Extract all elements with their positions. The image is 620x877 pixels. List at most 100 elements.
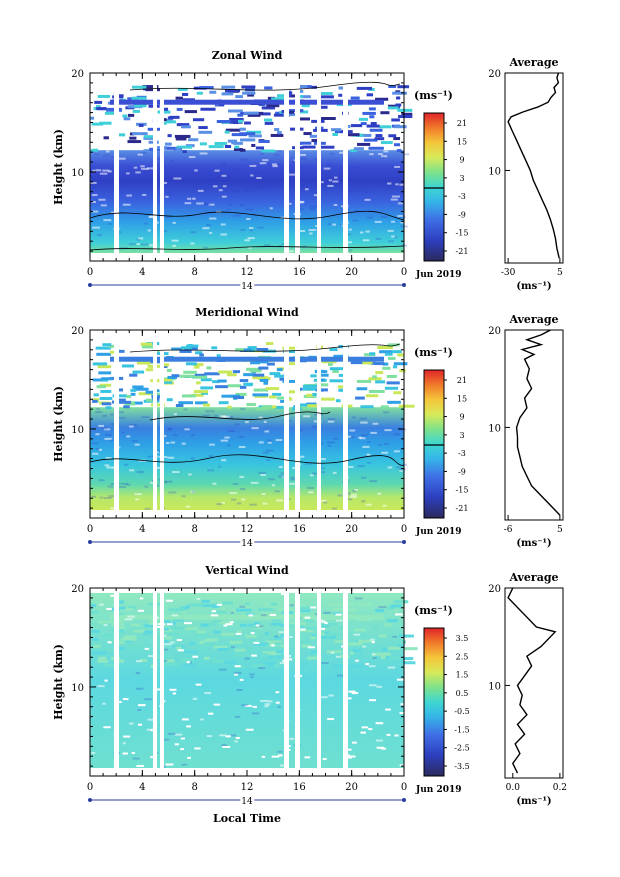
heatmap-speckle [300,157,307,160]
heatmap-speckle [264,703,271,706]
heatmap-speckle [271,484,276,487]
heatmap-cell [369,389,385,393]
heatmap-speckle [232,482,239,485]
heatmap-cell [178,401,194,405]
heatmap-cell [103,663,117,667]
heatmap-speckle [260,473,267,476]
x-tick-label: 4 [139,267,145,278]
heatmap-speckle [222,745,231,748]
data-gap [160,73,164,261]
heatmap-cell [194,633,209,637]
heatmap-speckle [234,671,242,674]
heatmap-cell [273,113,290,117]
heatmap-speckle [195,683,202,686]
heatmap-cell [387,343,400,347]
colorbar-tick-label: 15 [457,394,467,403]
heatmap-speckle [272,165,278,168]
heatmap-speckle [120,247,128,250]
day-label: 14 [241,539,253,549]
x-tick-label: 4 [139,782,145,793]
heatmap-speckle [206,224,212,227]
heatmap-speckle [298,166,306,169]
heatmap-field [90,588,418,776]
heatmap-cell [234,145,240,149]
heatmap-cell [301,104,310,108]
profile-line [507,587,557,774]
heatmap-cell [351,649,362,653]
heatmap-cell [355,396,365,400]
heatmap-speckle [186,725,192,728]
heatmap-speckle [208,712,214,715]
heatmap-cell [211,346,218,350]
heatmap-cell [227,139,238,143]
heatmap-speckle [165,599,173,602]
heatmap-speckle [276,499,284,502]
heatmap-speckle [369,684,377,687]
heatmap-speckle [327,184,334,187]
heatmap-speckle [122,203,131,206]
heatmap-speckle [99,172,108,175]
heatmap-cell [387,356,396,360]
heatmap-cell [128,401,143,405]
heatmap-speckle [288,737,295,740]
heatmap-speckle [304,616,311,619]
heatmap-cell [386,606,395,610]
heatmap-cell [239,127,246,131]
panel-3: Vertical Wind 10 20 Height (km) 0 4 8 12 16 20 0 14… [52,564,567,825]
heatmap-cell [298,85,308,89]
heatmap-speckle [138,237,144,240]
profile-y-tick-label: 20 [488,69,501,80]
heatmap-cell [273,636,282,640]
heatmap-speckle [116,411,125,414]
x-tick-label: 8 [191,524,197,535]
heatmap-cell [253,622,260,626]
heatmap-cell [378,634,387,638]
heatmap-cell [132,629,145,633]
heatmap-speckle [250,481,259,484]
heatmap-speckle [391,195,400,198]
heatmap-cell [186,344,199,348]
heatmap-cell [242,91,256,95]
heatmap-speckle [226,208,231,211]
heatmap-speckle [106,607,112,610]
heatmap-speckle [364,198,371,201]
heatmap-cell [237,630,242,634]
heatmap-cell [247,346,257,350]
heatmap-cell [357,603,373,607]
heatmap-speckle [141,416,150,419]
heatmap-speckle [229,492,237,495]
heatmap-speckle [239,488,246,491]
profile-x-tick-label: -30 [501,268,516,278]
heatmap-speckle [110,439,114,442]
heatmap-speckle [139,597,144,600]
heatmap-band [110,356,384,362]
heatmap-speckle [375,722,384,725]
heatmap-speckle [240,158,248,161]
heatmap-cell [276,131,282,135]
heatmap-speckle [92,452,99,455]
heatmap-cell [321,117,336,121]
heatmap-cell [197,644,205,648]
profile-frame [504,587,564,779]
heatmap-cell [189,629,202,633]
heatmap-cell [183,370,197,374]
heatmap-cell [303,132,312,136]
heatmap-cell [226,373,237,377]
heatmap-speckle [212,185,218,188]
heatmap-speckle [251,654,257,657]
heatmap-cell [387,106,399,110]
heatmap-speckle [240,408,246,411]
heatmap-cell [289,362,297,366]
heatmap-speckle [263,162,270,165]
data-gap [317,73,321,261]
heatmap-cell [388,134,397,138]
heatmap-cell [123,405,130,409]
heatmap-cell [332,607,340,611]
heatmap-speckle [244,657,250,660]
heatmap-speckle [238,445,246,448]
heatmap-cell [232,370,241,374]
heatmap-speckle [116,179,124,182]
heatmap-speckle [247,237,255,240]
heatmap-speckle [194,747,201,750]
heatmap-speckle [335,655,341,658]
